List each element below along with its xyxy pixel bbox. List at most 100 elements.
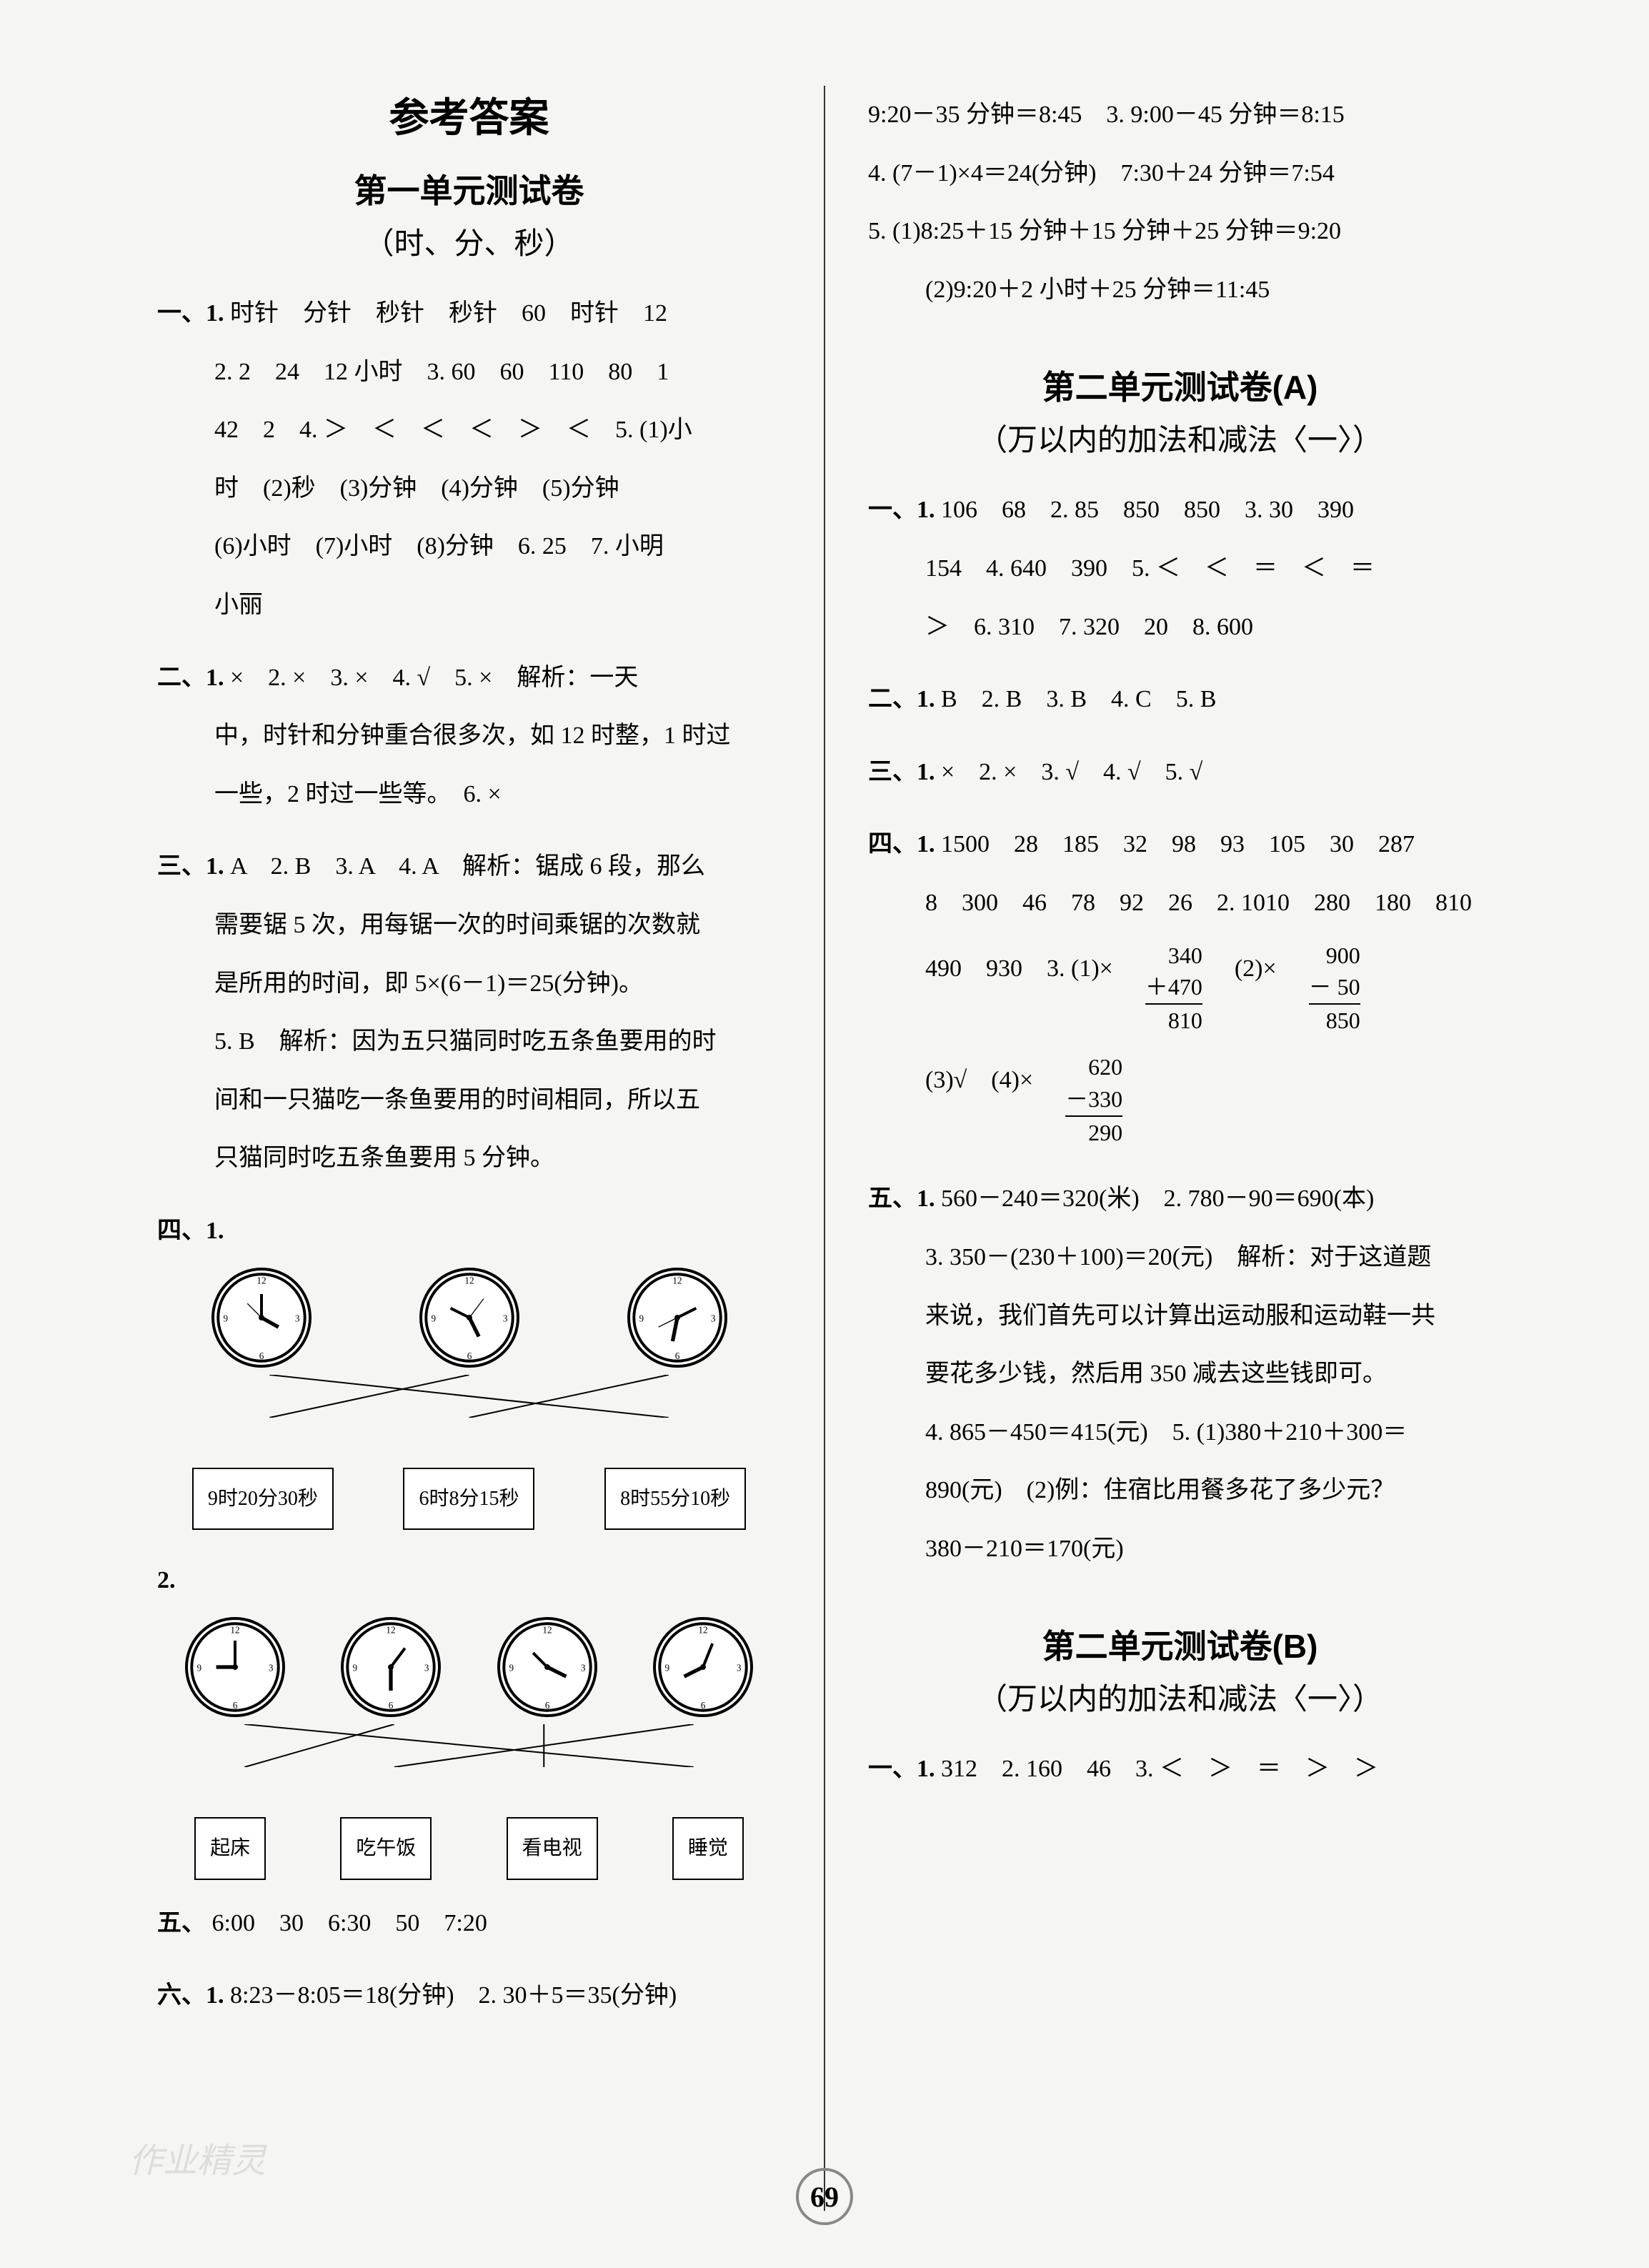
- calc-mid: － 50: [1309, 971, 1360, 1005]
- b-q1-text: 312 2. 160 46 3. ＜ ＞ ＝ ＞ ＞: [941, 1756, 1378, 1782]
- a-q3-label: 三、1.: [868, 759, 935, 785]
- svg-text:12: 12: [672, 1275, 682, 1285]
- a-q5-line7: 380－210＝170(元): [868, 1520, 1492, 1578]
- top-line2: 4. (7－1)×4＝24(分钟) 7:30＋24 分钟＝7:54: [868, 144, 1492, 203]
- a-q4-line4-prefix: (3)√ (4)×: [925, 1051, 1033, 1110]
- q1-line6: 小丽: [157, 576, 781, 635]
- time-label: 9时20分30秒: [192, 1468, 334, 1530]
- q1-line5: (6)小时 (7)小时 (8)分钟 6. 25 7. 小明: [157, 517, 781, 576]
- q1-label: 一、1.: [157, 300, 224, 327]
- svg-text:3: 3: [580, 1662, 585, 1673]
- clock-icon: 12369: [185, 1617, 285, 1717]
- q1-block: 一、1. 时针 分针 秒针 秒针 60 时针 12 2. 2 24 12 小时 …: [157, 284, 781, 635]
- a-q4-line3-mid: (2)×: [1235, 940, 1277, 998]
- unit2b-title: 第二单元测试卷(B): [868, 1621, 1492, 1668]
- q2-block: 二、1. × 2. × 3. × 4. √ 5. × 解析：一天 中，时针和分钟…: [157, 649, 781, 824]
- svg-text:6: 6: [701, 1700, 706, 1711]
- q4-2-label: 2.: [157, 1567, 176, 1593]
- q2-line3: 一些，2 时过一些等。 6. ×: [157, 765, 781, 824]
- svg-text:9: 9: [509, 1662, 514, 1673]
- q1-line1: 时针 分针 秒针 秒针 60 时针 12: [230, 300, 667, 327]
- a-q2-text: B 2. B 3. B 4. C 5. B: [941, 686, 1216, 712]
- q3-line1: A 2. B 3. A 4. A 解析：锯成 6 段，那么: [230, 853, 705, 880]
- q5-block: 五、 6:00 30 6:30 50 7:20: [157, 1894, 781, 1953]
- a-q4-calc-row1: 490 930 3. (1)× 340 ＋470 810 (2)× 900 － …: [868, 940, 1371, 1037]
- svg-text:3: 3: [294, 1313, 299, 1323]
- calc-top: 340: [1145, 940, 1202, 972]
- q6-text: 8:23－8:05＝18(分钟) 2. 30＋5＝35(分钟): [230, 1982, 677, 2009]
- unit2a-subtitle: （万以内的加法和减法〈一〉）: [868, 416, 1492, 459]
- top-line3: 5. (1)8:25＋15 分钟＋15 分钟＋25 分钟＝9:20: [868, 202, 1492, 261]
- q6-block: 六、1. 8:23－8:05＝18(分钟) 2. 30＋5＝35(分钟): [157, 1966, 781, 2025]
- main-title: 参考答案: [157, 86, 781, 144]
- calc-bot: 290: [1065, 1117, 1122, 1149]
- a-q1-line2: 154 4. 640 390 5. ＜ ＜ ＝ ＜ ＝: [868, 539, 1492, 598]
- a-q1-line1: 106 68 2. 85 850 850 3. 30 390: [941, 497, 1354, 523]
- q3-line4: 5. B 解析：因为五只猫同时吃五条鱼要用的时: [157, 1013, 781, 1071]
- a-q1-block: 一、1. 106 68 2. 85 850 850 3. 30 390 154 …: [868, 481, 1492, 656]
- q5-label: 五、: [157, 1910, 206, 1936]
- clock-row-1: 12369 12369 12369: [157, 1268, 781, 1368]
- svg-text:12: 12: [231, 1624, 240, 1635]
- q3-label: 三、1.: [157, 853, 224, 880]
- a-q4-line1: 1500 28 185 32 98 93 105 30 287: [941, 831, 1415, 857]
- svg-text:9: 9: [197, 1662, 202, 1673]
- time-label: 吃午饭: [340, 1817, 432, 1879]
- clock-icon: 12369: [627, 1268, 727, 1368]
- calc-top: 900: [1309, 940, 1360, 972]
- unit2a-title: 第二单元测试卷(A): [868, 362, 1492, 409]
- clock-icon: 12 3 6 9: [211, 1268, 312, 1368]
- calc-mid: －330: [1065, 1083, 1122, 1117]
- q3-line6: 只猫同时吃五条鱼要用 5 分钟。: [157, 1129, 781, 1188]
- calc-bot: 850: [1309, 1005, 1360, 1037]
- clock-row-2: 12369 12369 12369 12369: [157, 1617, 781, 1717]
- calc-mid: ＋470: [1145, 971, 1202, 1005]
- calc-top: 620: [1065, 1051, 1122, 1083]
- svg-text:12: 12: [387, 1624, 396, 1635]
- connection-lines: [157, 1375, 781, 1418]
- unit2b-subtitle: （万以内的加法和减法〈一〉）: [868, 1675, 1492, 1719]
- q3-line3: 是所用的时间，即 5×(6－1)＝25(分钟)。: [157, 955, 781, 1013]
- top-line4: (2)9:20＋2 小时＋25 分钟＝11:45: [868, 261, 1492, 319]
- svg-text:3: 3: [269, 1662, 274, 1673]
- q1-line2: 2. 2 24 12 小时 3. 60 60 110 80 1: [157, 343, 781, 402]
- svg-text:6: 6: [467, 1351, 472, 1361]
- svg-text:9: 9: [353, 1662, 358, 1673]
- svg-text:9: 9: [639, 1313, 644, 1323]
- vertical-calc: 900 － 50 850: [1309, 940, 1360, 1037]
- a-q4-line2: 8 300 46 78 92 26 2. 1010 280 180 810: [868, 874, 1492, 932]
- a-q5-line1: 560－240＝320(米) 2. 780－90＝690(本): [941, 1185, 1374, 1212]
- q2-line2: 中，时针和分钟重合很多次，如 12 时整，1 时过: [157, 707, 781, 765]
- a-q5-line4: 要花多少钱，然后用 350 减去这些钱即可。: [868, 1345, 1492, 1403]
- connection-lines: [157, 1724, 781, 1767]
- svg-text:9: 9: [223, 1313, 228, 1323]
- svg-text:12: 12: [542, 1624, 552, 1635]
- a-q4-line3-prefix: 490 930 3. (1)×: [925, 940, 1113, 998]
- top-line1: 9:20－35 分钟＝8:45 3. 9:00－45 分钟＝8:15: [868, 86, 1492, 144]
- svg-text:3: 3: [502, 1313, 507, 1323]
- page-number: 69: [796, 2168, 853, 2225]
- q2-label: 二、1.: [157, 665, 224, 691]
- left-column: 参考答案 第一单元测试卷 （时、分、秒） 一、1. 时针 分针 秒针 秒针 60…: [129, 86, 824, 2211]
- q6-label: 六、1.: [157, 1982, 224, 2009]
- svg-text:3: 3: [424, 1662, 429, 1673]
- top-continuation: 9:20－35 分钟＝8:45 3. 9:00－45 分钟＝8:15 4. (7…: [868, 86, 1492, 319]
- svg-text:9: 9: [431, 1313, 436, 1323]
- svg-text:6: 6: [389, 1700, 394, 1711]
- q3-line5: 间和一只猫吃一条鱼要用的时间相同，所以五: [157, 1071, 781, 1130]
- time-label-row-1: 9时20分30秒 6时8分15秒 8时55分10秒: [157, 1468, 781, 1530]
- svg-text:12: 12: [256, 1275, 266, 1285]
- clock-icon: 12 3 6 9: [341, 1617, 441, 1717]
- b-q1-label: 一、1.: [868, 1756, 935, 1782]
- q4-label: 四、1.: [157, 1218, 224, 1244]
- a-q2-block: 二、1. B 2. B 3. B 4. C 5. B: [868, 670, 1492, 729]
- svg-text:9: 9: [664, 1662, 669, 1673]
- svg-text:6: 6: [259, 1351, 264, 1361]
- a-q3-text: × 2. × 3. √ 4. √ 5. √: [941, 759, 1202, 785]
- q2-line1: × 2. × 3. × 4. √ 5. × 解析：一天: [230, 665, 638, 691]
- b-q1-block: 一、1. 312 2. 160 46 3. ＜ ＞ ＝ ＞ ＞: [868, 1740, 1492, 1799]
- calc-bot: 810: [1145, 1005, 1202, 1037]
- q1-line4: 时 (2)秒 (3)分钟 (4)分钟 (5)分钟: [157, 459, 781, 518]
- unit1-subtitle: （时、分、秒）: [157, 219, 781, 263]
- a-q3-block: 三、1. × 2. × 3. √ 4. √ 5. √: [868, 743, 1492, 802]
